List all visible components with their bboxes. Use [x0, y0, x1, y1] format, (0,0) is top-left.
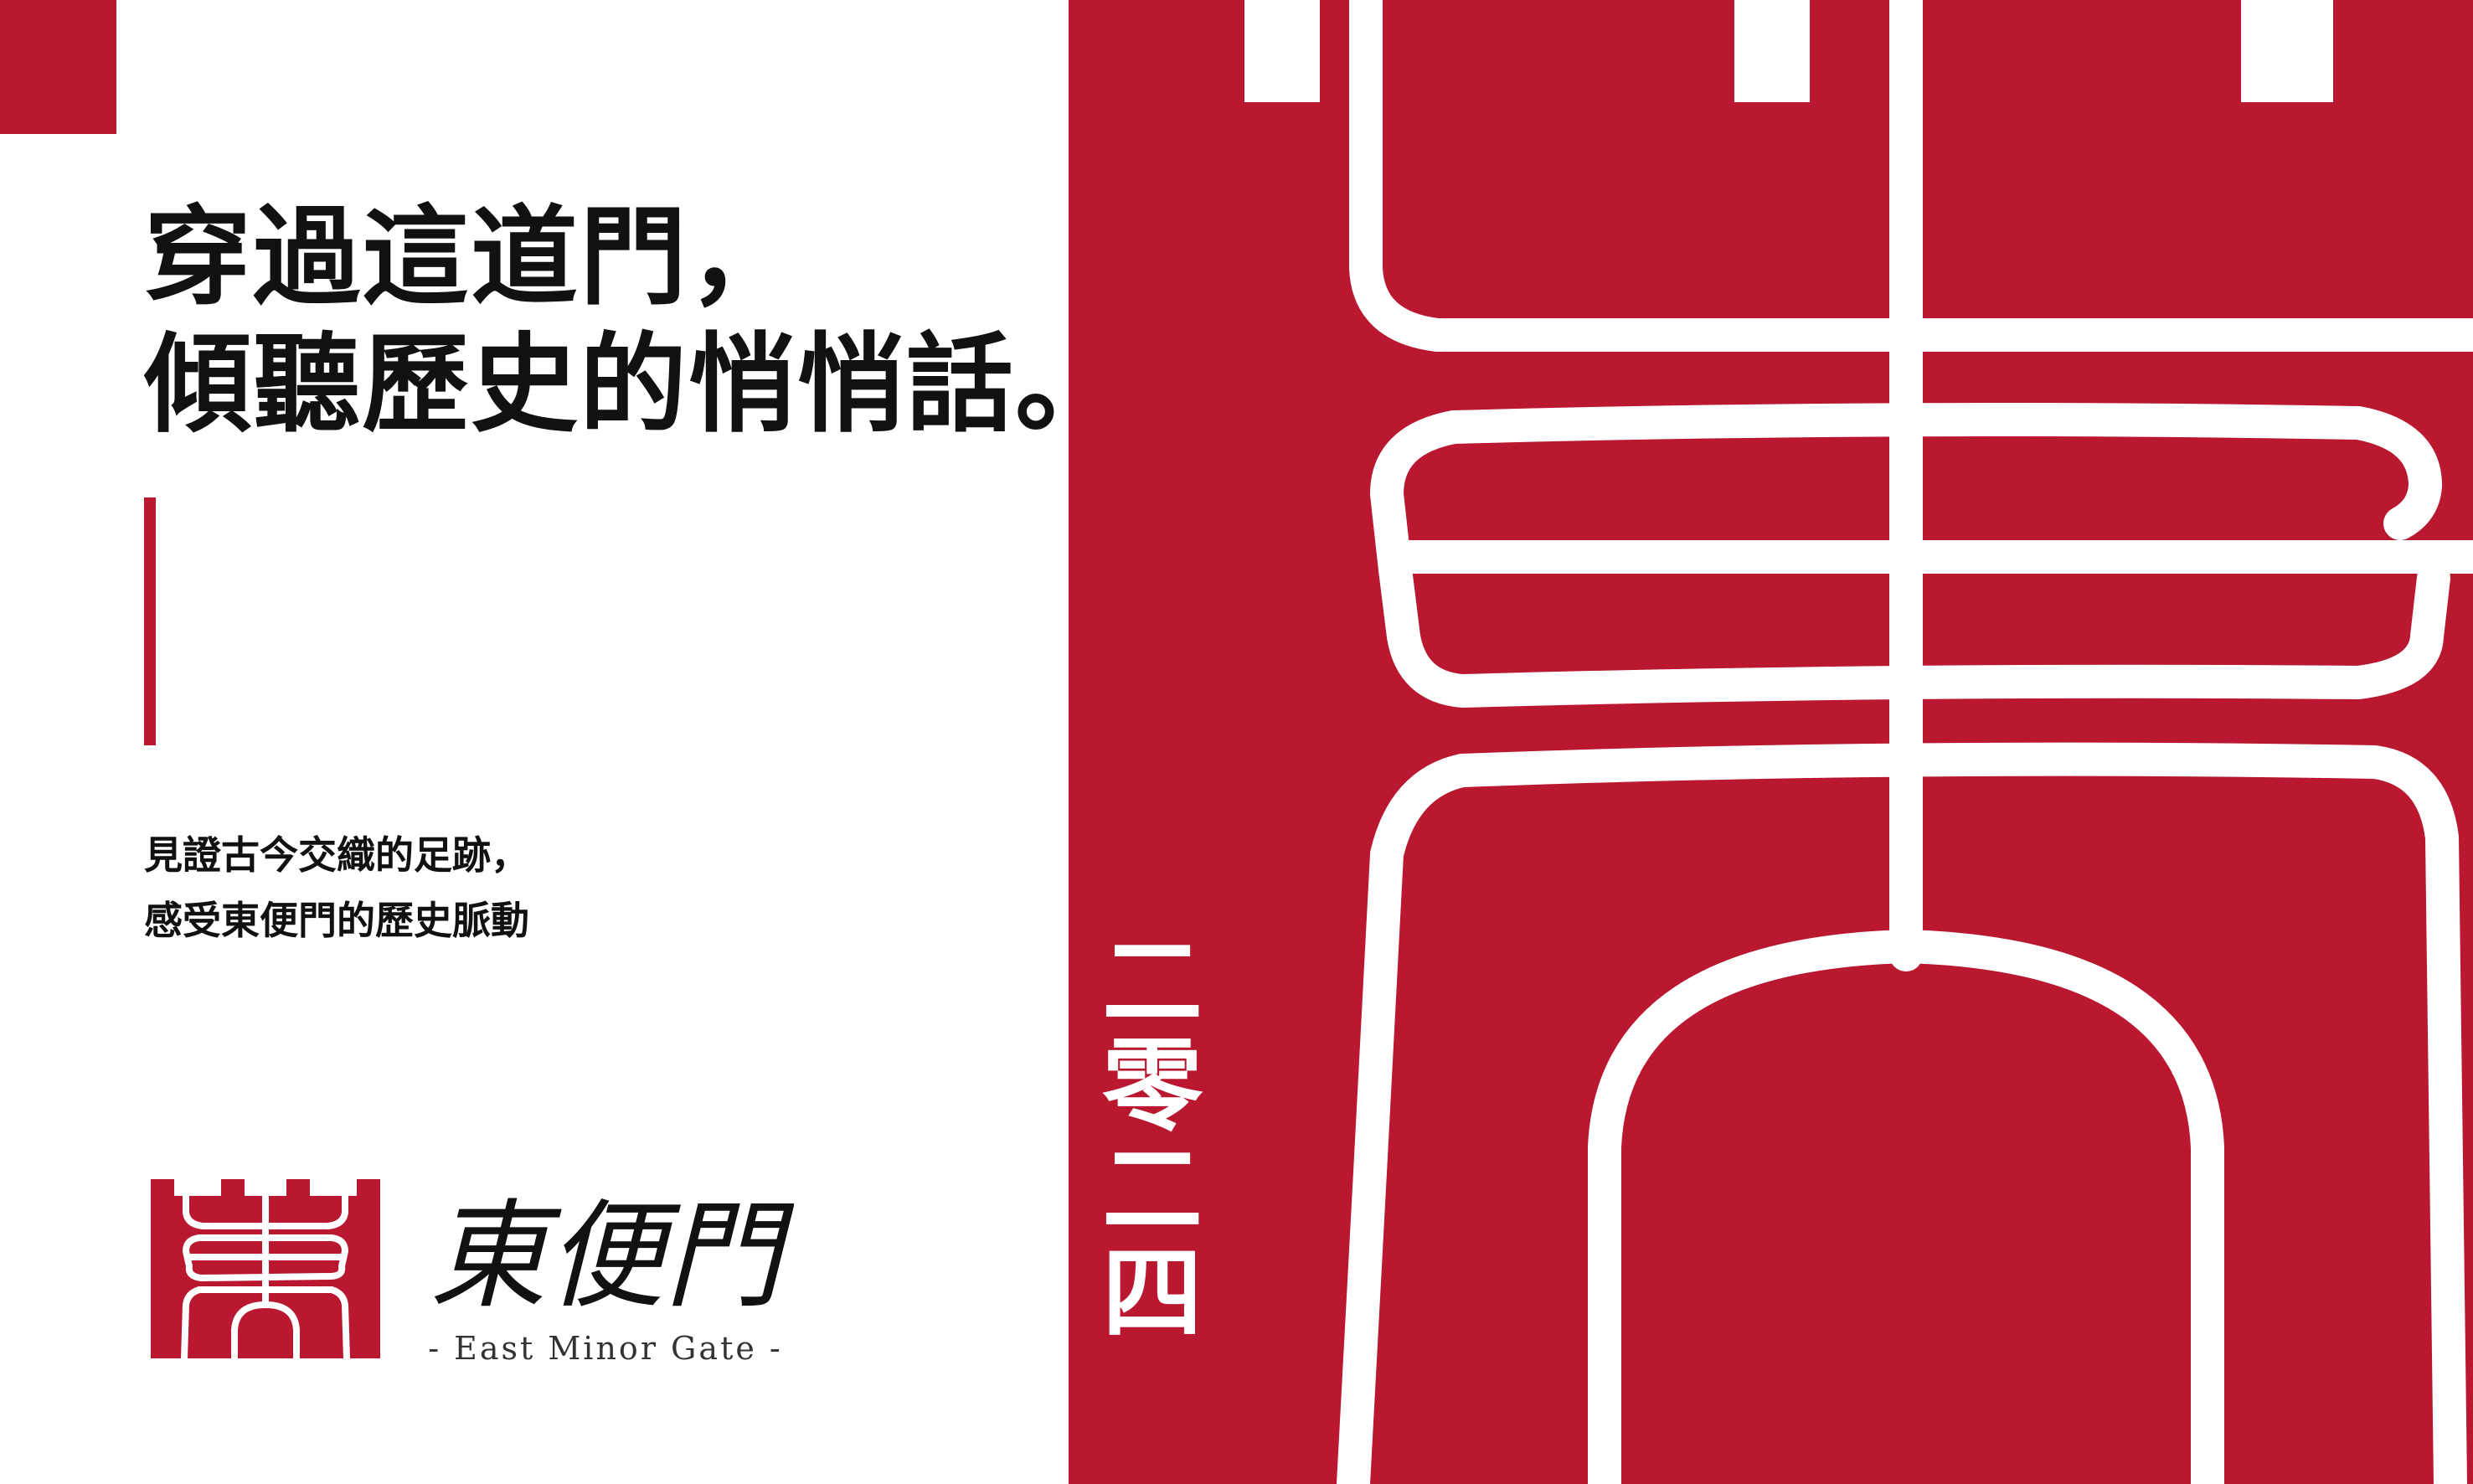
- subtext-line-2: 感受東便門的歷史脈動: [144, 898, 529, 943]
- year-char-4: 四: [1102, 1236, 1203, 1353]
- year-vertical-text: 二 零 二 四: [1099, 931, 1206, 1347]
- subtext: 見證古今交織的足跡， 感受東便門的歷史脈動: [144, 822, 529, 953]
- logo-script-text: 東便門: [430, 1188, 794, 1325]
- year-char-3: 二: [1102, 1132, 1203, 1249]
- year-char-1: 二: [1102, 925, 1203, 1041]
- subtext-line-1: 見證古今交織的足跡，: [144, 832, 529, 878]
- logo-english-name: - East Minor Gate -: [428, 1330, 783, 1367]
- logo-script-wordmark: 東便門: [430, 1188, 794, 1325]
- headline-line-2: 傾聽歷史的悄悄話。: [144, 322, 1125, 447]
- headline-line-1: 穿過這道門，: [144, 195, 798, 320]
- vertical-divider: [144, 497, 156, 745]
- corner-accent-block: [0, 0, 116, 134]
- year-char-2: 零: [1102, 1028, 1203, 1145]
- gate-seal-icon: [151, 1179, 380, 1358]
- headline: 穿過這道門， 傾聽歷史的悄悄話。: [144, 194, 1124, 449]
- gate-tower-seal-icon: [1069, 0, 2473, 1484]
